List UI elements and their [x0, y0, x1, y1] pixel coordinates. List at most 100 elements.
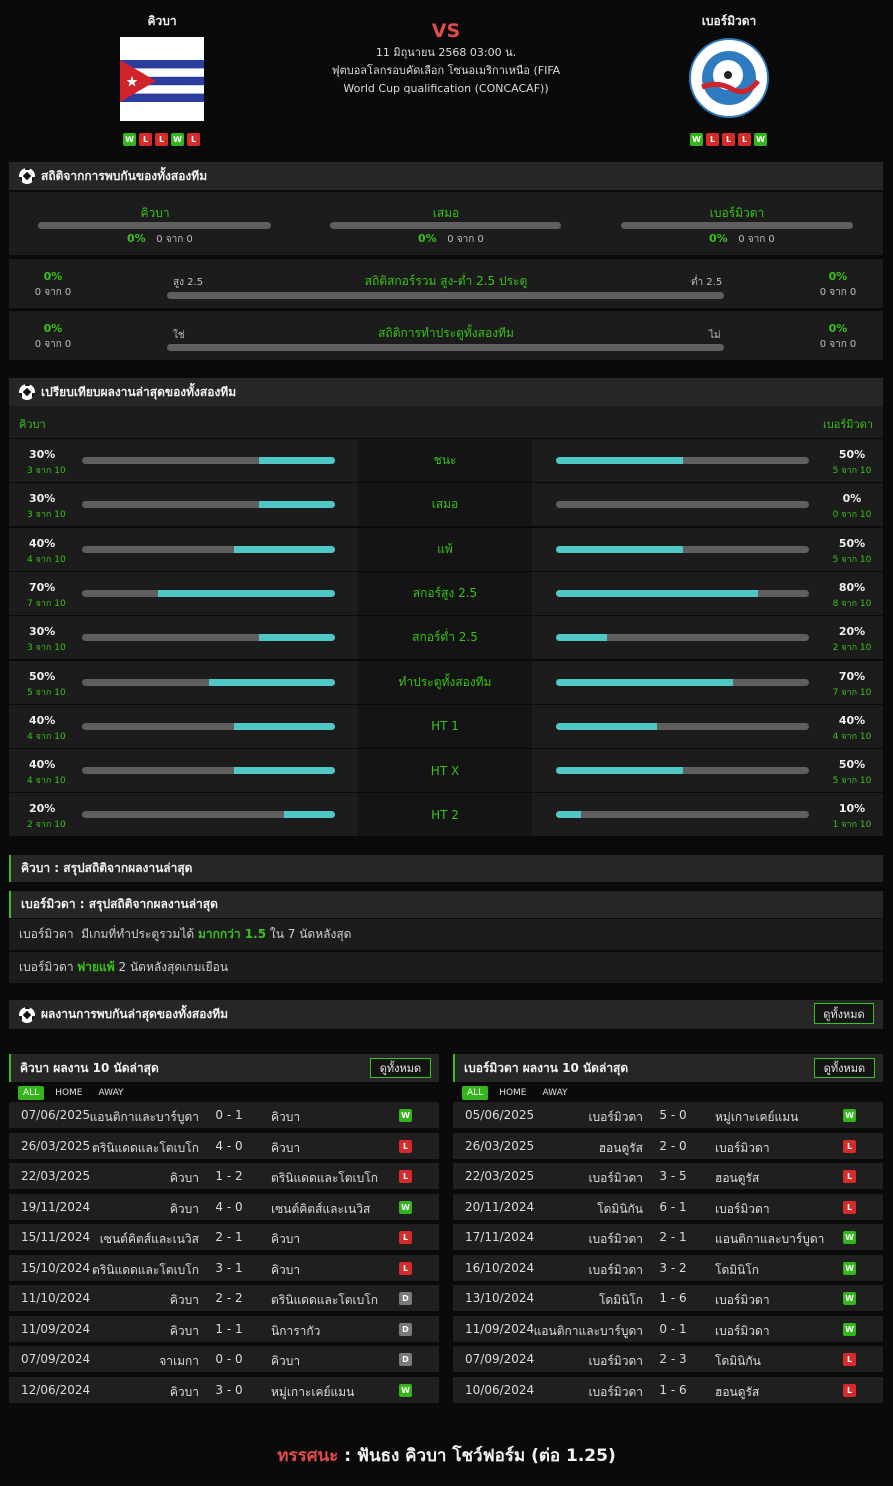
match-score: 2 - 0	[659, 1138, 687, 1153]
match-row[interactable]: 11/09/2024 คิวบา 1 - 1 นิการากัว D	[9, 1315, 439, 1342]
compare-home-bar-fill	[208, 678, 335, 686]
h2h-away-bar	[621, 222, 853, 229]
compare-home-bar	[82, 767, 335, 775]
away-form-badge: W	[754, 133, 767, 146]
compare-home-bar-fill	[284, 811, 335, 819]
match-row[interactable]: 19/11/2024 คิวบา 4 - 0 เซนต์คิตส์และเนวิส W	[9, 1193, 439, 1220]
match-row[interactable]: 07/06/2025 แอนติกาและบาร์บูดา 0 - 1 คิวบา W	[9, 1102, 439, 1128]
match-score: 6 - 1	[659, 1199, 687, 1214]
home-recent-table: คิวบา ผลงาน 10 นัดล่าสุด ดูทั้งหมด ALL H…	[9, 1054, 439, 1408]
match-row[interactable]: 10/06/2024 เบอร์มิวดา 1 - 6 ฮอนดูรัส L	[453, 1376, 883, 1403]
match-home-team: คิวบา	[169, 1323, 199, 1338]
match-home-team: แอนติกาและบาร์บูดา	[89, 1110, 199, 1124]
compare-away-pct: 10%	[838, 802, 866, 816]
h2h-draw-count: 0 จาก 0	[447, 234, 484, 245]
match-home-team: เบอร์มิวดา	[588, 1232, 643, 1246]
ou-right-pct: 0%	[828, 270, 848, 283]
compare-away-bar-fill	[556, 545, 683, 553]
compare-away-name: เบอร์มิวดา	[822, 418, 873, 431]
compare-home-count: 3 จาก 10	[27, 466, 66, 476]
match-row[interactable]: 17/11/2024 เบอร์มิวดา 2 - 1 แอนติกาและบาร์บ…	[453, 1224, 883, 1250]
compare-home-bar-fill	[157, 589, 335, 597]
match-row[interactable]: 12/06/2024 คิวบา 3 - 0 หมู่เกาะเคย์แมน W	[9, 1376, 439, 1403]
compare-away-bar	[556, 457, 809, 464]
away-form-badge: L	[706, 133, 719, 146]
match-row[interactable]: 22/03/2025 เบอร์มิวดา 3 - 5 ฮอนดูรัส L	[453, 1163, 883, 1189]
match-row[interactable]: 22/03/2025 คิวบา 1 - 2 ตรินิแดดและโตเบโก L	[9, 1163, 439, 1189]
home-tab-away[interactable]: AWAY	[98, 1088, 124, 1098]
compare-home-pct: 70%	[29, 580, 56, 594]
away-recent-title: เบอร์มิวดา ผลงาน 10 นัดล่าสุด	[453, 1054, 883, 1082]
match-row[interactable]: 11/10/2024 คิวบา 2 - 2 ตรินิแดดและโตเบโก D	[9, 1285, 439, 1311]
compare-row: 30% 3 จาก 10 เสมอ 0% 0 จาก 10	[9, 483, 883, 527]
btts-right-pct: 0%	[828, 322, 848, 335]
match-row[interactable]: 13/10/2024 โดมินิโก 1 - 6 เบอร์มิวดา W	[453, 1285, 883, 1311]
home-tab-all[interactable]: ALL	[18, 1086, 45, 1100]
recent-h2h-view-all-button[interactable]: ดูทั้งหมด	[814, 1003, 874, 1024]
match-date: 12/06/2024	[21, 1382, 91, 1397]
match-row[interactable]: 26/03/2025 ตรินิแดดและโตเบโก 4 - 0 คิวบา L	[9, 1132, 439, 1159]
match-score: 1 - 2	[215, 1169, 243, 1183]
compare-home-name: คิวบา	[19, 418, 46, 431]
match-date: 15/10/2024	[21, 1260, 91, 1275]
compare-home-bar-fill	[233, 545, 335, 553]
compare-away-bar	[556, 545, 809, 553]
away-tab-home[interactable]: HOME	[499, 1088, 527, 1098]
match-score: 3 - 0	[215, 1382, 243, 1397]
summary-line2-tail: 2 นัดหลังสุดเกมเยือน	[114, 960, 229, 974]
football-icon	[19, 1006, 35, 1023]
match-row[interactable]: 15/10/2024 ตรินิแดดและโตเบโก 3 - 1 คิวบา L	[9, 1254, 439, 1281]
compare-away-pct: 50%	[838, 536, 866, 550]
match-home-team: เบอร์มิวดา	[588, 1262, 643, 1277]
compare-home-bar	[82, 589, 335, 597]
home-tab-home[interactable]: HOME	[55, 1088, 83, 1098]
match-home-team: คิวบา	[169, 1293, 199, 1307]
h2h-away-label: เบอร์มิวดา	[709, 206, 765, 220]
match-row[interactable]: 20/11/2024 โดมินิกัน 6 - 1 เบอร์มิวดา L	[453, 1193, 883, 1220]
recent-h2h-section-title: ผลงานการพบกันล่าสุดของทั้งสองทีม	[9, 1000, 883, 1029]
football-icon	[19, 384, 35, 400]
summary-line2-text: เบอร์มิวดา	[19, 960, 78, 974]
match-date: 20/11/2024	[465, 1199, 535, 1214]
match-date: 17/11/2024	[465, 1230, 535, 1244]
compare-row: 20% 2 จาก 10 HT 2 10% 1 จาก 10	[9, 793, 883, 837]
match-away-team: เซนต์คิตส์และเนวิส	[271, 1201, 371, 1216]
away-team-name: เบอร์มิวดา	[701, 14, 757, 28]
compare-home-bar	[82, 634, 335, 642]
match-away-team: คิวบา	[271, 1262, 301, 1277]
match-row[interactable]: 16/10/2024 เบอร์มิวดา 3 - 2 โดมินิโก W	[453, 1254, 883, 1281]
match-row[interactable]: 11/09/2024 แอนติกาและบาร์บูดา 0 - 1 เบอร์มิ…	[453, 1315, 883, 1342]
match-result-badge: L	[399, 1139, 412, 1153]
match-row[interactable]: 15/11/2024 เซนต์คิตส์และเนวิส 2 - 1 คิวบา L	[9, 1224, 439, 1250]
btts-right-count: 0 จาก 0	[819, 339, 857, 350]
verdict-label: ทรรศนะ	[277, 1446, 339, 1466]
match-row[interactable]: 26/03/2025 ฮอนดูรัส 2 - 0 เบอร์มิวดา L	[453, 1132, 883, 1159]
match-away-team: คิวบา	[271, 1140, 301, 1155]
match-row[interactable]: 05/06/2025 เบอร์มิวดา 5 - 0 หมู่เกาะเคย์แมน…	[453, 1102, 883, 1128]
match-result-badge: L	[843, 1353, 856, 1366]
match-result-badge: L	[399, 1261, 412, 1275]
summary-line-2: เบอร์มิวดา พ่ายแพ้ 2 นัดหลังสุดเกมเยือน	[9, 952, 883, 983]
match-away-team: ฮอนดูรัส	[715, 1171, 760, 1185]
match-result-badge: W	[399, 1383, 412, 1397]
match-away-team: แอนติกาและบาร์บูดา	[715, 1232, 825, 1246]
h2h-draw-label: เสมอ	[432, 206, 460, 220]
match-home-team: โดมินิโก	[598, 1293, 643, 1307]
btts-left-label: ใช่	[173, 330, 185, 341]
match-row[interactable]: 07/09/2024 เบอร์มิวดา 2 - 3 โดมินิกัน L	[453, 1346, 883, 1372]
match-row[interactable]: 07/09/2024 จาเมกา 0 - 0 คิวบา D	[9, 1346, 439, 1372]
home-recent-view-all-button[interactable]: ดูทั้งหมด	[370, 1058, 431, 1078]
match-away-team: เบอร์มิวดา	[715, 1201, 770, 1216]
match-result-badge: W	[843, 1109, 856, 1122]
compare-away-bar-fill	[556, 678, 734, 686]
match-result-badge: W	[843, 1261, 856, 1275]
away-tab-away[interactable]: AWAY	[542, 1088, 568, 1098]
away-tab-all[interactable]: ALL	[462, 1086, 489, 1100]
summary-line1-tail: ใน 7 นัดหลังสุด	[266, 927, 352, 941]
match-away-team: หมู่เกาะเคย์แมน	[715, 1110, 799, 1124]
match-score: 2 - 2	[215, 1291, 243, 1305]
h2h-home-label: คิวบา	[140, 206, 170, 220]
away-team-crest	[688, 37, 770, 119]
away-recent-view-all-button[interactable]: ดูทั้งหมด	[814, 1058, 875, 1078]
